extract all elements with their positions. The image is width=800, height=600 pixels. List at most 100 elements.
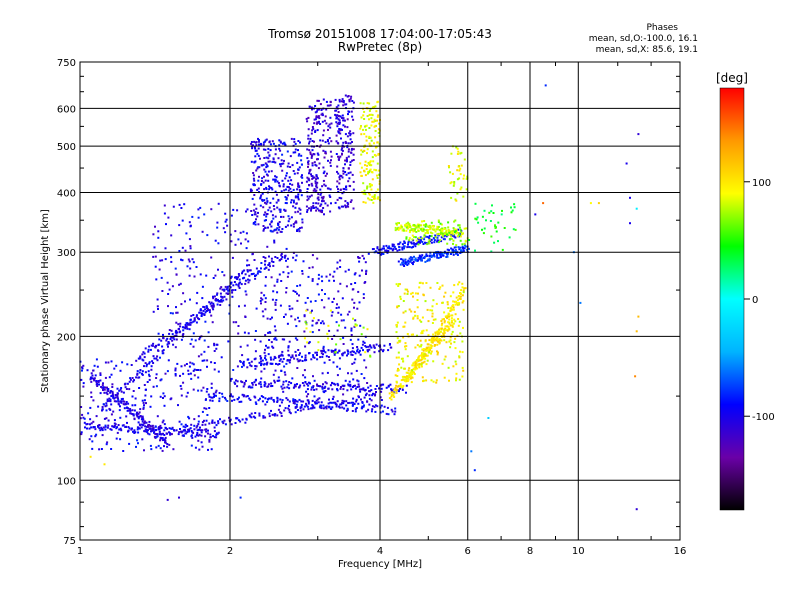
echo-point: [398, 363, 401, 366]
echo-point: [322, 345, 325, 348]
echo-point: [301, 218, 304, 221]
echo-point: [418, 240, 421, 243]
echo-point: [371, 184, 373, 187]
echo-point: [411, 234, 414, 237]
echo-point: [328, 279, 331, 282]
echo-point: [191, 362, 194, 365]
echo-point: [270, 210, 273, 213]
echo-point: [398, 242, 401, 245]
echo-point: [363, 341, 366, 344]
echo-point: [168, 443, 171, 446]
echo-point: [321, 372, 324, 375]
echo-point: [425, 229, 428, 232]
echo-point: [216, 299, 219, 301]
echo-point: [265, 219, 267, 222]
echo-point: [219, 287, 222, 290]
echo-point: [305, 117, 308, 120]
echo-point: [156, 305, 159, 308]
echo-point: [393, 413, 396, 416]
echo-point: [350, 401, 353, 404]
echo-point: [301, 272, 304, 275]
echo-point: [236, 398, 239, 401]
y-axis-label: Stationary phase Virtual Height [km]: [40, 209, 51, 393]
echo-point: [406, 288, 409, 291]
echo-point: [318, 162, 321, 165]
echo-point: [294, 196, 297, 199]
echo-point: [400, 258, 403, 261]
echo-point: [460, 186, 463, 189]
echo-point: [150, 395, 153, 398]
echo-point: [336, 351, 339, 354]
echo-point: [129, 412, 132, 415]
echo-point: [340, 100, 343, 103]
echo-point: [106, 389, 109, 392]
echo-point: [420, 332, 423, 335]
echo-point: [453, 300, 456, 303]
echo-point: [270, 186, 273, 189]
echo-point: [302, 260, 305, 263]
echo-point: [338, 158, 340, 161]
echo-point: [190, 314, 193, 317]
echo-point: [132, 390, 135, 392]
echo-point: [260, 360, 262, 363]
echo-point: [443, 330, 446, 333]
echo-point: [152, 342, 155, 345]
echo-point: [148, 361, 151, 364]
echo-point: [418, 345, 421, 348]
echo-point: [442, 238, 445, 241]
echo-point: [331, 338, 334, 340]
echo-point: [308, 184, 311, 187]
echo-point: [177, 404, 179, 407]
echo-point: [336, 185, 339, 188]
echo-point: [271, 298, 274, 301]
echo-point: [145, 365, 148, 368]
echo-point: [111, 383, 114, 386]
echo-point: [318, 108, 320, 111]
echo-point: [294, 221, 297, 224]
echo-point: [324, 293, 326, 295]
echo-point: [259, 204, 262, 207]
echo-point: [454, 360, 457, 363]
echo-point: [421, 352, 424, 355]
echo-point: [436, 254, 439, 257]
echo-point: [397, 305, 400, 307]
echo-point: [409, 256, 412, 259]
echo-point: [339, 128, 342, 131]
echo-point: [450, 247, 453, 250]
echo-point: [451, 234, 454, 237]
echo-point: [339, 259, 342, 262]
echo-point: [220, 298, 223, 301]
echo-point: [260, 370, 263, 373]
echo-point: [80, 431, 83, 434]
echo-point: [106, 386, 108, 389]
echo-point: [308, 142, 310, 145]
echo-point: [186, 431, 189, 433]
echo-point: [184, 327, 187, 330]
echo-point: [329, 273, 332, 276]
echo-point: [445, 316, 447, 318]
echo-point: [125, 388, 128, 390]
echo-point: [386, 406, 389, 409]
echo-point: [399, 241, 402, 244]
echo-point: [259, 271, 262, 273]
echo-point: [382, 245, 385, 248]
echo-point: [288, 404, 290, 407]
echo-point: [400, 366, 403, 369]
echo-point: [126, 363, 129, 366]
echo-point: [206, 359, 209, 362]
echo-point: [205, 419, 208, 422]
echo-point: [197, 355, 200, 358]
echo-point: [336, 329, 339, 332]
echo-point: [156, 435, 159, 438]
echo-point: [217, 202, 220, 205]
echo-point: [173, 338, 176, 341]
echo-point: [453, 181, 456, 183]
echo-point: [162, 397, 164, 399]
echo-point: [455, 244, 458, 247]
echo-point: [412, 295, 414, 298]
echo-point: [397, 228, 400, 231]
echo-point: [296, 383, 298, 386]
echo-point: [368, 137, 371, 139]
echo-point: [350, 329, 353, 332]
echo-point: [213, 436, 216, 439]
